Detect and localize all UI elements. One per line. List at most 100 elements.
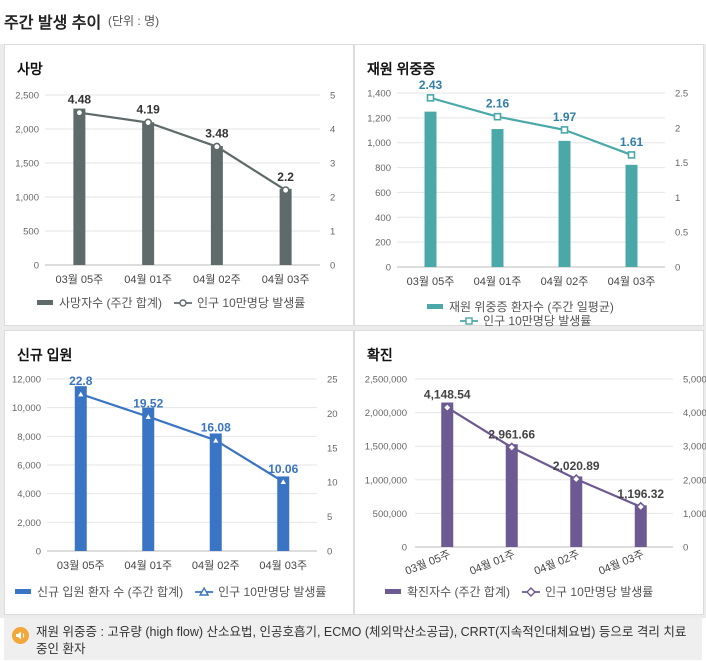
bar [491,129,504,267]
bar [424,111,437,268]
rate-line [79,111,287,192]
y-right-tick: 10 [327,478,338,489]
speaker-icon [12,627,29,644]
chart-title: 재원 위중증 [367,61,436,77]
unit-label: (단위 : 명) [108,14,160,28]
y-left-tick: 1,200 [367,113,391,124]
y-left-tick: 1,000,000 [365,475,407,486]
rate-marker [210,434,222,445]
bar [209,433,222,551]
data-label: 1.97 [553,110,577,124]
legend-bar-swatch [427,304,443,309]
y-left-tick: 12,000 [12,375,41,386]
rate-marker [506,442,517,453]
y-left-tick: 1,500,000 [365,442,407,453]
rate-marker [281,186,290,195]
rate-marker [426,94,435,102]
y-right-tick: 2.5 [675,89,688,100]
legend-bar-swatch [385,589,401,594]
x-tick: 04월 03주 [259,559,307,572]
x-tick: 04월 02주 [532,548,581,578]
x-tick: 04월 01주 [124,559,172,572]
bar [74,386,87,551]
footnote-text: 재원 위중증 : 고유량 (high flow) 산소요법, 인공호흡기, EC… [36,625,687,656]
rate-marker [635,501,646,512]
y-left-tick: 2,000,000 [365,408,407,419]
chart-svg: 0 2,000 4,000 6,000 8,000 10,000 12,000 0 5 10 15 2… [12,374,338,599]
y-right-tick: 5 [327,512,332,523]
data-label: 2,020.89 [553,459,600,473]
footnote: 재원 위중증 : 고유량 (high flow) 산소요법, 인공호흡기, EC… [4,618,702,660]
bar [210,146,223,265]
y-left-tick: 400 [375,213,391,224]
data-label: 2.2 [277,170,294,184]
bar [279,188,292,265]
data-label: 10.06 [268,462,298,476]
y-right-tick: 2,000 [683,475,706,486]
y-right-tick: 3 [330,159,335,170]
x-tick: 04월 01주 [474,275,522,288]
legend-line-label: 인구 10만명당 발생률 [483,314,591,328]
rate-line [430,96,632,156]
rate-marker [75,388,87,398]
y-right-tick: 5,000 [683,375,706,386]
y-left-tick: 10,000 [12,403,41,414]
rate-marker [277,476,289,486]
page-header: 주간 발생 추이 (단위 : 명) [0,0,706,44]
chart-svg: 0 500,000 1,000,000 1,500,000 2,000,000 2,500… [365,375,706,600]
rate-marker [75,108,84,117]
bar [505,444,518,547]
x-tick: 04월 03주 [262,273,310,286]
y-right-tick: 2 [675,123,680,134]
y-left-tick: 2,000 [15,125,39,136]
data-label: 4.19 [136,103,160,117]
x-tick: 04월 01주 [468,548,517,578]
x-tick: 03월 05주 [55,273,103,286]
y-left-tick: 8,000 [17,432,41,443]
chart-title: 신규 입원 [17,347,73,363]
y-right-tick: 1.5 [675,158,688,169]
data-label: 2.16 [486,97,510,111]
bar [558,140,571,267]
chart-svg: 0 500 1,000 1,500 2,000 2,500 0 1 2 3 4 5 03월 05주 04월… [15,91,335,311]
y-right-tick: 1 [675,193,680,204]
rate-marker [144,118,153,127]
y-left-tick: 6,000 [17,461,41,472]
y-right-tick: 3,000 [683,442,706,453]
y-right-tick: 0 [330,261,335,272]
y-left-tick: 500,000 [373,509,407,520]
y-right-tick: 1 [330,227,335,238]
data-label: 2,961.66 [488,427,535,441]
bar [441,402,454,547]
legend-bar-swatch [37,300,53,305]
chart-svg: 0 200 400 600 800 1,000 1,200 1,400 0 0.5 1 1.5 2 2.5… [367,78,688,328]
y-left-tick: 1,000 [367,138,391,149]
data-label: 1.61 [620,135,644,149]
bar [73,108,86,265]
x-tick: 04월 02주 [192,559,240,572]
data-label: 19.52 [133,397,163,411]
y-right-tick: 25 [327,375,338,386]
y-right-tick: 5 [330,91,335,102]
y-left-tick: 1,400 [367,89,391,100]
y-left-tick: 1,000 [15,193,39,204]
legend-bar-label: 사망자수 (주간 합계) [59,296,162,310]
legend-bar-label: 신규 입원 환자 수 (주간 합계) [37,585,183,599]
bar [570,476,583,547]
data-label: 22.8 [69,374,93,388]
data-label: 4.48 [68,93,92,107]
y-left-tick: 0 [34,261,39,272]
bar [142,122,155,265]
y-left-tick: 0 [386,263,391,274]
rate-marker [560,126,569,134]
y-right-tick: 0 [327,547,332,558]
x-tick: 03월 05주 [407,275,455,288]
chart-panel-critical: 재원 위중증 0 200 400 600 800 1,000 1,200 1,400 0 0.5 1… [354,44,704,328]
x-tick: 04월 03주 [597,548,646,578]
y-left-tick: 800 [375,163,391,174]
legend-line-marker [465,317,473,325]
y-left-tick: 0 [36,547,41,558]
legend-line-marker [179,299,187,307]
chart-panel-admissions: 신규 입원 0 2,000 4,000 6,000 8,000 10,000 12,000 0… [4,330,354,615]
data-label: 4,148.54 [424,388,471,402]
